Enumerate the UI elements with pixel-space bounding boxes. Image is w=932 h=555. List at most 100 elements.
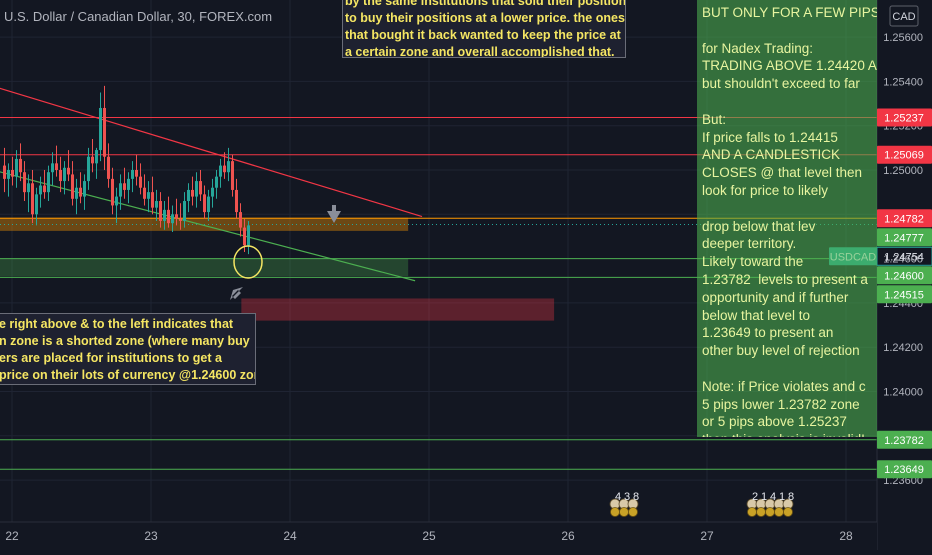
event-dot-icon [783, 507, 793, 517]
candle-body [151, 192, 154, 208]
candle-body [19, 158, 22, 173]
candle-body [7, 170, 10, 179]
candle-body [227, 161, 230, 173]
candle-body [191, 189, 194, 197]
candle-body [123, 183, 126, 190]
price-tag-green [877, 228, 932, 247]
candles [3, 85, 250, 255]
event-dot-icon [765, 507, 775, 517]
arrow-up-icon [230, 287, 243, 300]
candle-body [179, 218, 182, 221]
x-tick-label: 24 [283, 529, 297, 543]
y-tick-label: 1.25400 [883, 76, 923, 88]
x-tick-label: 23 [144, 529, 158, 543]
annotation-note-bottom[interactable]: e right above & to the left indicates th… [0, 313, 256, 385]
price-tag-green [877, 266, 932, 285]
price-tag-green [877, 285, 932, 304]
x-tick-label: 28 [839, 529, 853, 543]
candle-body [75, 187, 78, 199]
y-tick-label: 1.25600 [883, 32, 923, 44]
candle-body [183, 201, 186, 221]
candle-body [115, 196, 118, 206]
x-tick-label: 25 [422, 529, 436, 543]
price-tag-green [877, 460, 932, 479]
analysis-textbox[interactable]: BUT ONLY FOR A FEW PIPS 1 for Nadex Trad… [697, 0, 877, 437]
event-dot-icon [619, 507, 629, 517]
candle-body [127, 178, 130, 190]
candle-body [87, 156, 90, 182]
candle-body [47, 172, 50, 193]
arrow-down-icon [327, 205, 341, 223]
price-tag-label: 1.24777 [884, 232, 924, 244]
candle-body [215, 176, 218, 188]
candle-body [175, 214, 178, 219]
price-tag-label: 1.23782 [884, 435, 924, 447]
x-tick-label: 27 [700, 529, 714, 543]
candle-body [159, 201, 162, 221]
candle-body [55, 163, 58, 170]
price-tag-label: 1.24600 [884, 270, 924, 282]
candle-body [39, 185, 42, 195]
candle-body [83, 181, 86, 197]
candle-body [219, 165, 222, 177]
time-axis: 22 23 24 25 26 27 28 [0, 521, 877, 550]
candle-body [139, 176, 142, 188]
event-count-label: 3 [624, 491, 630, 503]
y-tick-label: 1.25000 [883, 165, 923, 177]
candle-body [243, 227, 246, 246]
price-tag-label: 1.24782 [884, 213, 924, 225]
candle-body [31, 183, 34, 215]
annotation-note-top[interactable]: by the same institutions that sold their… [342, 0, 626, 58]
price-tag-label: 1.25237 [884, 113, 924, 125]
y-tick-label: 1.24000 [883, 387, 923, 399]
candle-body [91, 156, 94, 164]
candle-body [203, 194, 206, 213]
candle-body [11, 170, 14, 177]
event-count-label: 2 [752, 491, 758, 503]
event-dot-icon [747, 507, 757, 517]
candle-body [3, 165, 6, 179]
y-tick-label: 1.24600 [883, 254, 923, 266]
candle-body [239, 212, 242, 228]
y-tick-label: 1.24200 [883, 342, 923, 354]
price-tag-label: 1.25069 [884, 150, 924, 162]
candle-body [59, 170, 62, 182]
candle-body [111, 178, 114, 206]
candle-body [99, 107, 102, 151]
zone-red [241, 298, 555, 321]
candle-body [211, 187, 214, 197]
symbol-title: U.S. Dollar / Canadian Dollar, 30, FOREX… [4, 9, 273, 24]
candle-body [199, 181, 202, 195]
candle-body [15, 158, 18, 177]
price-tag-label: 1.24754 [884, 251, 924, 263]
event-dot-icon [610, 507, 620, 517]
time-axis-bg [0, 522, 877, 550]
candle-body [131, 170, 134, 179]
candle-body [195, 181, 198, 197]
candle-body [119, 183, 122, 197]
candle-body [103, 107, 106, 157]
candle-body [207, 196, 210, 213]
event-count-label: 4 [615, 491, 621, 503]
candle-body [135, 170, 138, 177]
price-tag-red [877, 145, 932, 164]
markers [230, 205, 341, 300]
candle-body [35, 194, 38, 215]
candle-body [223, 165, 226, 173]
event-dot-icon [756, 507, 766, 517]
event-count-label: 1 [779, 491, 785, 503]
candle-body [63, 167, 66, 182]
price-tag-red [877, 108, 932, 127]
candle-body [95, 150, 98, 164]
candle-body [79, 187, 82, 197]
candle-body [147, 192, 150, 199]
candle-body [167, 209, 170, 224]
event-dot-icon [628, 507, 638, 517]
candle-body [187, 189, 190, 202]
candle-body [27, 183, 30, 193]
candle-body [71, 174, 74, 199]
candle-body [231, 161, 234, 190]
